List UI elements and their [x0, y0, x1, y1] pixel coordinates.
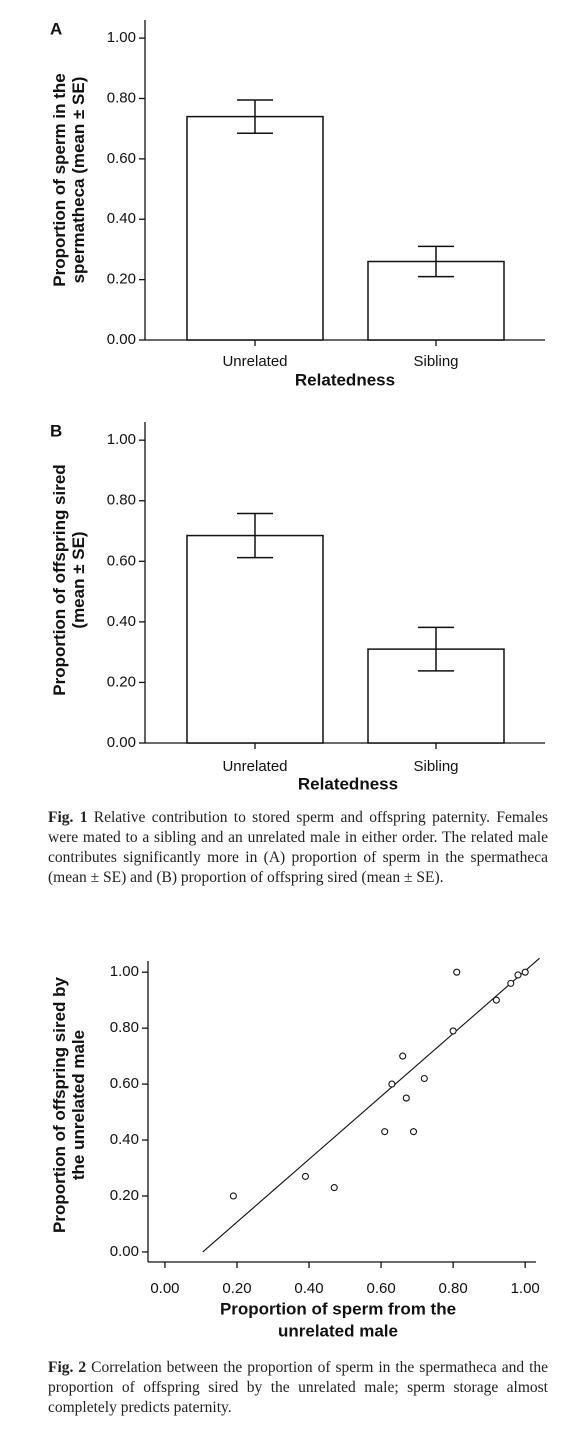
point	[381, 1128, 389, 1136]
bar	[186, 534, 324, 744]
y-tick-label: 0.00	[107, 734, 136, 751]
y-tick-label: 1.00	[110, 963, 139, 980]
y-axis-label-line: spermatheca (mean ± SE)	[69, 77, 88, 284]
y-tick-label: 0.00	[110, 1243, 139, 1260]
point	[301, 1172, 309, 1180]
y-tick-label: 0.60	[110, 1075, 139, 1092]
y-axis-label: Proportion of offspring sired by the unre…	[50, 976, 88, 1232]
x-tick-label: Unrelated	[222, 758, 287, 775]
y-tick-label: 0.80	[110, 1019, 139, 1036]
error-bar	[418, 245, 454, 278]
x-axis-label: Relatedness	[298, 774, 398, 793]
bar	[186, 115, 324, 341]
y-axis-label: Proportion of offspring sired (mean ± SE)	[50, 464, 88, 695]
point	[402, 1094, 410, 1102]
point	[507, 979, 515, 987]
point	[399, 1052, 407, 1060]
error-bar	[418, 626, 454, 672]
y-tick-label: 0.40	[107, 613, 136, 630]
x-tick-label: Sibling	[413, 353, 458, 370]
x-tick-label: 0.20	[222, 1280, 251, 1297]
y-tick-label: 0.20	[107, 673, 136, 690]
point	[229, 1192, 237, 1200]
caption: Fig. 2 Correlation between the proportio…	[48, 1358, 548, 1418]
y-tick-label: 0.40	[110, 1131, 139, 1148]
panel-label: A	[50, 19, 62, 38]
y-axis-label-line: the unrelated male	[69, 1030, 88, 1180]
y-axis-label-line: Proportion of offspring sired	[50, 464, 69, 695]
point	[420, 1074, 428, 1083]
caption: Fig. 1 Relative contribution to stored s…	[48, 808, 548, 888]
x-tick-label: 0.60	[366, 1280, 395, 1297]
point	[453, 968, 461, 976]
caption-label: Fig. 1	[48, 809, 88, 826]
x-axis-label: Relatedness	[295, 370, 395, 389]
point	[514, 971, 522, 979]
point	[521, 968, 529, 976]
x-tick-label: Sibling	[413, 758, 458, 775]
point	[409, 1128, 418, 1136]
y-axis-label: Proportion of sperm in the spermatheca (m…	[50, 73, 88, 286]
caption-text: Correlation between the proportion of sp…	[48, 1359, 549, 1416]
y-tick-label: 0.20	[110, 1187, 139, 1204]
y-tick-label: 0.60	[107, 552, 136, 569]
point	[330, 1184, 338, 1192]
y-tick-label: 0.40	[107, 210, 136, 227]
x-axis-label: Proportion of sperm from the	[220, 1299, 456, 1318]
y-tick-label: 0.80	[107, 492, 136, 509]
y-tick-label: 0.20	[107, 271, 136, 288]
trend-line	[202, 957, 540, 1253]
y-tick-label: 1.00	[107, 431, 136, 448]
error-bar	[237, 99, 273, 134]
panel-label: B	[50, 421, 62, 440]
x-tick-label: 0.40	[294, 1280, 323, 1297]
x-tick-label: 0.00	[150, 1280, 179, 1297]
error-bar	[237, 512, 273, 559]
y-tick-label: 0.80	[107, 89, 136, 106]
point	[449, 1027, 457, 1035]
x-axis-label: unrelated male	[278, 1321, 398, 1340]
point	[492, 996, 500, 1004]
y-axis-label-line: (mean ± SE)	[69, 531, 88, 628]
x-tick-label: 0.80	[439, 1280, 468, 1297]
y-axis-label-line: Proportion of offspring sired by	[50, 976, 69, 1232]
x-tick-label: 1.00	[511, 1280, 540, 1297]
y-axis-label-line: Proportion of sperm in the	[50, 73, 69, 286]
x-tick-label: Unrelated	[222, 353, 287, 370]
caption-label: Fig. 2	[48, 1359, 87, 1376]
y-tick-label: 0.00	[107, 331, 136, 348]
y-tick-label: 0.60	[107, 150, 136, 167]
caption-text: Relative contribution to stored sperm an…	[48, 809, 549, 886]
point	[388, 1080, 396, 1088]
y-tick-label: 1.00	[107, 29, 136, 46]
